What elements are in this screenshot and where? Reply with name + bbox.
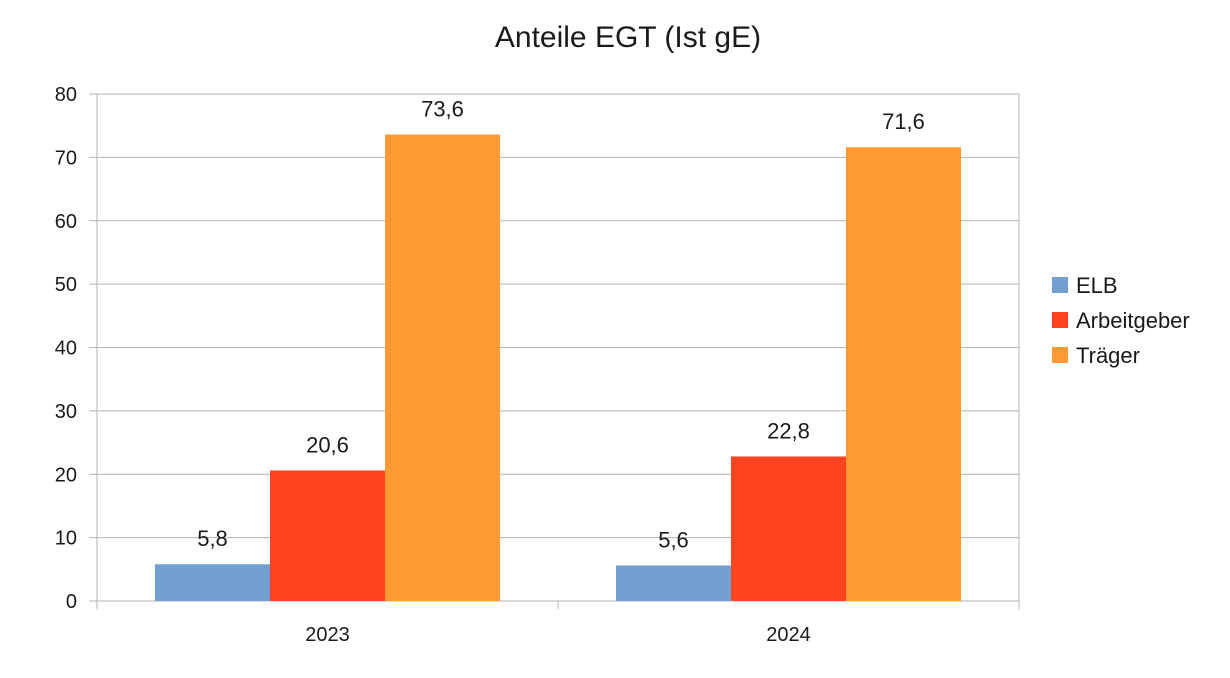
bar-arbeitgeber-2024: [731, 456, 846, 601]
y-tick-label: 20: [55, 464, 77, 486]
legend: ELB Arbeitgeber Träger: [1052, 273, 1190, 368]
y-tick-label: 40: [55, 338, 77, 360]
data-label: 22,8: [767, 419, 810, 444]
legend-label: Träger: [1076, 343, 1140, 368]
y-tick-label: 70: [55, 147, 77, 169]
bar-arbeitgeber-2023: [270, 470, 385, 601]
bar-tr-ger-2024: [846, 147, 961, 602]
x-tick-label: 2024: [766, 624, 811, 646]
y-tick-label: 10: [55, 528, 77, 550]
data-label: 5,8: [197, 526, 228, 551]
chart-title: Anteile EGT (Ist gE): [495, 21, 761, 54]
bars: [155, 134, 961, 602]
legend-swatch: [1052, 347, 1068, 363]
legend-swatch: [1052, 277, 1068, 293]
gridlines: [97, 93, 1019, 602]
legend-swatch: [1052, 312, 1068, 328]
bar-elb-2023: [155, 564, 270, 601]
legend-label: Arbeitgeber: [1076, 308, 1190, 333]
y-tick-label: 0: [66, 591, 77, 613]
y-tick-label: 30: [55, 401, 77, 423]
data-label: 73,6: [421, 97, 464, 122]
data-label: 20,6: [306, 432, 349, 457]
data-label: 5,6: [658, 528, 689, 553]
bar-elb-2024: [616, 565, 731, 601]
data-labels: 5,8 20,6 73,6 5,6 22,8 71,6: [197, 97, 925, 553]
data-label: 71,6: [882, 109, 925, 134]
y-tick-label: 60: [55, 211, 77, 233]
x-tick-label: 2023: [305, 624, 350, 646]
legend-label: ELB: [1076, 273, 1118, 298]
bar-tr-ger-2023: [385, 134, 500, 601]
y-tick-label: 80: [55, 84, 77, 106]
y-tick-label: 50: [55, 274, 77, 296]
